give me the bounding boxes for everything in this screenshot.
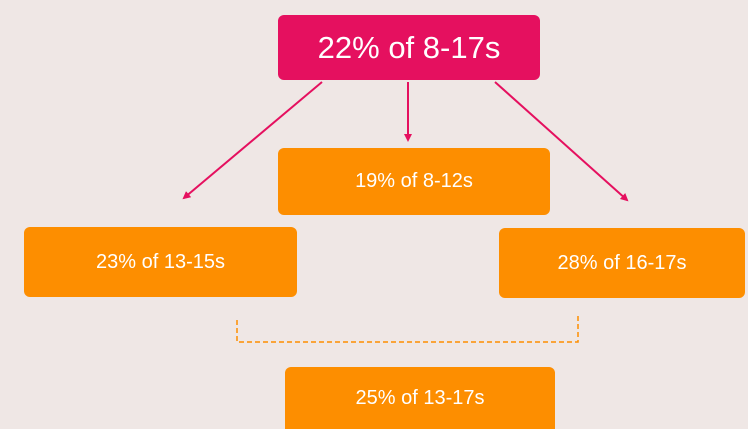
- node: 23% of 13-15s: [24, 227, 297, 297]
- node: 22% of 8-17s: [278, 15, 540, 80]
- node: 25% of 13-17s: [285, 367, 555, 429]
- node: 19% of 8-12s: [278, 148, 550, 215]
- arrow: [182, 81, 323, 200]
- bracket: [236, 316, 579, 343]
- node: 28% of 16-17s: [499, 228, 745, 298]
- arrow: [494, 81, 629, 202]
